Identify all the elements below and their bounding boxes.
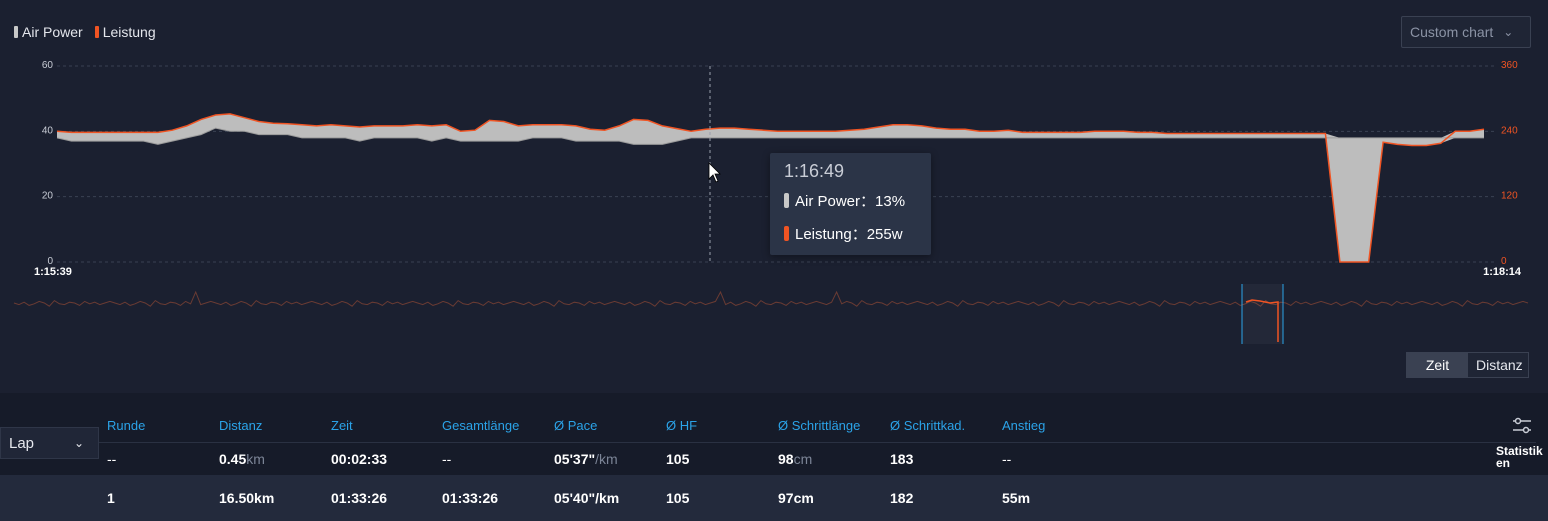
cell-zeit: 00:02:33 — [331, 451, 388, 467]
right-axis-tick: 360 — [1501, 60, 1518, 71]
toggle-zeit-button[interactable]: Zeit — [1407, 353, 1468, 377]
overview-selection-line — [1245, 299, 1279, 342]
air-power-band — [57, 113, 1484, 263]
cell-distanz: 0.45km — [219, 451, 265, 467]
right-axis-tick: 120 — [1501, 191, 1518, 202]
chevron-down-icon: ⌄ — [1503, 25, 1514, 39]
tooltip-row-air-power: Air Power：13% — [784, 190, 917, 211]
tooltip-time: 1:16:49 — [784, 161, 845, 181]
chevron-down-icon: ⌄ — [73, 436, 84, 450]
cell-anstieg: 55m — [1002, 490, 1031, 506]
header-pace[interactable]: Ø Pace — [554, 418, 598, 433]
leistung-line — [56, 113, 1485, 263]
left-axis-tick: 0 — [47, 256, 53, 267]
column-settings-icon[interactable] — [1512, 417, 1532, 435]
custom-chart-label: Custom chart — [1410, 24, 1494, 40]
tooltip-air-power-swatch — [784, 193, 789, 208]
lap-select-label: Lap — [9, 434, 35, 452]
cell-pace: 05'37"/km — [554, 451, 618, 467]
header-runde[interactable]: Runde — [107, 418, 146, 433]
x-axis-start-label: 1:15:39 — [34, 266, 72, 278]
cell-pace: 05'40"/km — [554, 490, 620, 506]
overview-line — [13, 290, 1529, 307]
cell-kad: 183 — [890, 451, 914, 467]
x-axis-toggle: Zeit Distanz — [1406, 352, 1529, 378]
cell-runde: 1 — [107, 490, 115, 506]
header-hf[interactable]: Ø HF — [666, 418, 698, 433]
cell-kad: 182 — [890, 490, 914, 506]
cell-hf: 105 — [666, 451, 690, 467]
toggle-distanz-button[interactable]: Distanz — [1468, 353, 1528, 377]
cell-zeit: 01:33:26 — [331, 490, 388, 506]
header-zeit[interactable]: Zeit — [331, 418, 353, 433]
cell-schritt: 97cm — [778, 490, 814, 506]
legend-label-leistung: Leistung — [102, 24, 156, 40]
left-axis-tick: 60 — [42, 60, 54, 71]
air-power-line — [56, 127, 1484, 145]
chart-tooltip: 1:16:49 Air Power：13% Leistung：255w — [770, 153, 931, 255]
header-gesamtlaenge[interactable]: Gesamtlänge — [442, 418, 520, 433]
legend-item-leistung[interactable]: Leistung — [94, 24, 156, 40]
x-axis-end-label: 1:18:14 — [1483, 266, 1522, 278]
cell-hf: 105 — [666, 490, 690, 506]
cell-schritt: 98cm — [778, 451, 812, 467]
left-axis-tick: 40 — [42, 125, 54, 136]
header-schrittkadenz[interactable]: Ø Schrittkad. — [890, 418, 966, 433]
statistiken-label[interactable]: Statistik en — [1496, 444, 1543, 470]
table-row-highlight — [0, 475, 1548, 521]
header-schrittlaenge[interactable]: Ø Schrittlänge — [778, 418, 861, 433]
cell-gesamt: 01:33:26 — [442, 490, 499, 506]
mouse-cursor-icon — [708, 162, 721, 183]
legend-item-air-power[interactable]: Air Power — [14, 24, 83, 40]
air-power-swatch — [14, 26, 18, 38]
tooltip-leistung-text: Leistung：255w — [795, 226, 903, 243]
tooltip-air-power-text: Air Power：13% — [795, 193, 906, 210]
lap-select[interactable]: Lap ⌄ — [0, 427, 99, 459]
cell-schritt-unit: cm — [793, 451, 813, 467]
header-anstieg[interactable]: Anstieg — [1002, 418, 1046, 433]
cell-pace-value: 05'37" — [554, 451, 596, 467]
tooltip-leistung-swatch — [784, 226, 789, 241]
right-axis-tick: 0 — [1501, 256, 1507, 267]
cell-distanz-unit: km — [246, 451, 265, 467]
chart-panel: Air Power Leistung Custom chart ⌄ 60 360 4… — [0, 0, 1548, 393]
left-axis-tick: 20 — [42, 191, 54, 202]
header-distanz[interactable]: Distanz — [219, 418, 263, 433]
header-divider — [99, 442, 1536, 443]
cell-pace-unit: /km — [595, 451, 618, 467]
custom-chart-dropdown[interactable]: Custom chart ⌄ — [1401, 16, 1531, 48]
cell-distanz: 16.50km — [219, 490, 275, 506]
overview-navigator — [13, 284, 1529, 344]
cell-schritt-value: 98 — [778, 451, 794, 467]
laps-table: Lap ⌄ Runde Distanz Zeit Gesamtlänge Ø P… — [0, 393, 1548, 521]
tooltip-row-leistung: Leistung：255w — [784, 223, 917, 244]
overview-window — [1242, 284, 1283, 344]
legend-label-air-power: Air Power — [22, 24, 83, 40]
cell-anstieg: -- — [1002, 451, 1012, 467]
cell-gesamt: -- — [442, 451, 452, 467]
chart-legend: Air Power Leistung — [14, 24, 156, 40]
leistung-swatch — [94, 26, 99, 38]
cell-distanz-value: 0.45 — [219, 451, 247, 467]
cell-runde: -- — [107, 451, 117, 467]
right-axis-tick: 240 — [1501, 125, 1518, 136]
